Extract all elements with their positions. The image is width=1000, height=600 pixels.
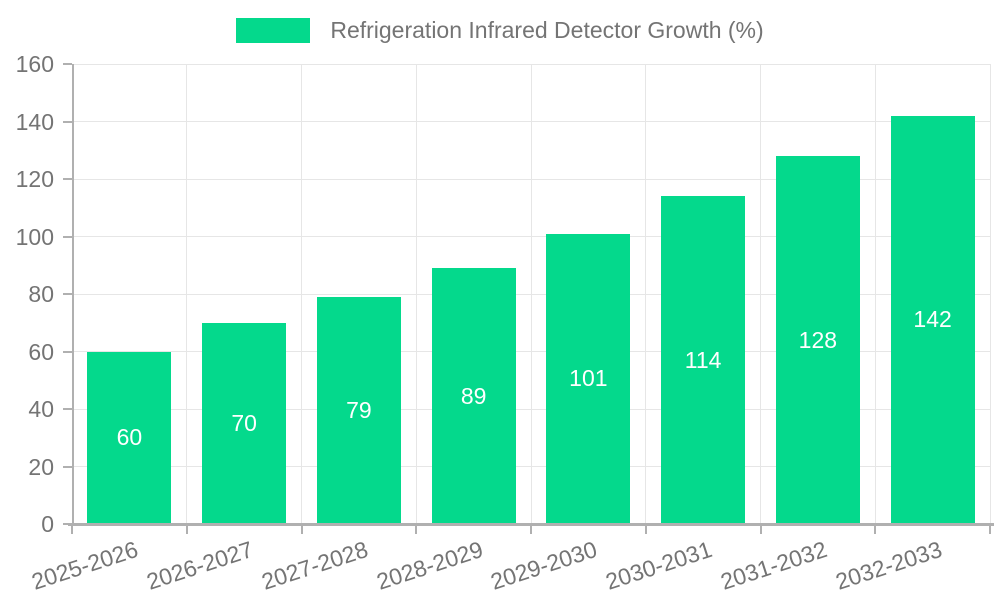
y-tick: [63, 293, 72, 295]
y-tick: [63, 350, 72, 353]
y-tick-label: 40: [28, 396, 54, 422]
bar-value-label: 89: [460, 382, 487, 409]
x-tick: [759, 525, 762, 534]
bar[interactable]: 60: [87, 351, 172, 524]
y-tick-label: 120: [15, 166, 54, 192]
x-tick-label: 2026-2027: [143, 536, 257, 595]
x-tick: [415, 525, 418, 534]
x-tick: [300, 525, 303, 534]
x-tick: [874, 525, 877, 534]
bar-value-label: 79: [346, 396, 372, 423]
v-gridline: [186, 64, 188, 524]
bar[interactable]: 70: [202, 322, 286, 524]
bar-value-label: 114: [684, 346, 722, 373]
x-tick-label: 2030-2031: [602, 536, 716, 595]
x-tick: [185, 525, 188, 534]
y-tick-label: 0: [41, 511, 54, 537]
y-tick-label: 20: [28, 453, 54, 480]
bar[interactable]: 128: [775, 156, 860, 524]
y-tick: [63, 63, 72, 65]
v-gridline: [989, 64, 991, 524]
bar-value-label: 70: [231, 409, 257, 436]
bar[interactable]: 114: [661, 196, 745, 524]
y-axis-line: [72, 64, 74, 526]
y-tick-label: 100: [15, 223, 54, 250]
y-tick-label: 140: [15, 108, 54, 135]
y-tick: [63, 178, 72, 180]
y-tick: [63, 408, 72, 410]
chart-legend[interactable]: Refrigeration Infrared Detector Growth (…: [0, 17, 1000, 44]
bar[interactable]: 89: [431, 268, 516, 524]
bar[interactable]: 79: [316, 296, 401, 524]
x-tick: [530, 525, 532, 534]
y-tick: [63, 523, 72, 525]
bar[interactable]: 101: [546, 233, 631, 524]
y-tick-label: 60: [28, 338, 54, 365]
bar-value-label: 60: [116, 424, 143, 451]
x-tick-label: 2029-2030: [487, 536, 601, 595]
x-axis-line: [68, 523, 994, 526]
bar[interactable]: 142: [890, 115, 975, 524]
x-tick: [71, 525, 73, 534]
y-tick: [63, 120, 72, 123]
y-tick: [63, 465, 72, 468]
plot-area: 0 20 40 60 80 100 120 140 160 60 70 79 89 101 114 128 14…: [16, 51, 994, 595]
v-gridline: [645, 64, 647, 524]
x-tick: [644, 525, 647, 534]
v-gridline: [415, 64, 417, 524]
y-tick: [63, 235, 72, 238]
x-tick-label: 2032-2033: [832, 536, 945, 595]
v-gridline: [530, 64, 532, 524]
v-gridline: [874, 64, 876, 524]
bar-value-label: 101: [569, 365, 608, 392]
x-tick: [989, 525, 991, 534]
bar-value-label: 128: [798, 326, 838, 353]
legend-label: Refrigeration Infrared Detector Growth (…: [330, 17, 764, 43]
x-tick-label: 2031-2032: [717, 536, 830, 595]
bar-value-label: 142: [913, 306, 952, 333]
legend-swatch: [236, 18, 311, 43]
y-tick-label: 80: [28, 281, 54, 307]
v-gridline: [760, 64, 761, 524]
v-gridline: [301, 64, 302, 524]
x-tick-label: 2027-2028: [258, 536, 371, 595]
y-tick-label: 160: [15, 51, 54, 77]
x-tick-label: 2025-2026: [28, 536, 142, 595]
x-tick-label: 2028-2029: [373, 536, 486, 595]
